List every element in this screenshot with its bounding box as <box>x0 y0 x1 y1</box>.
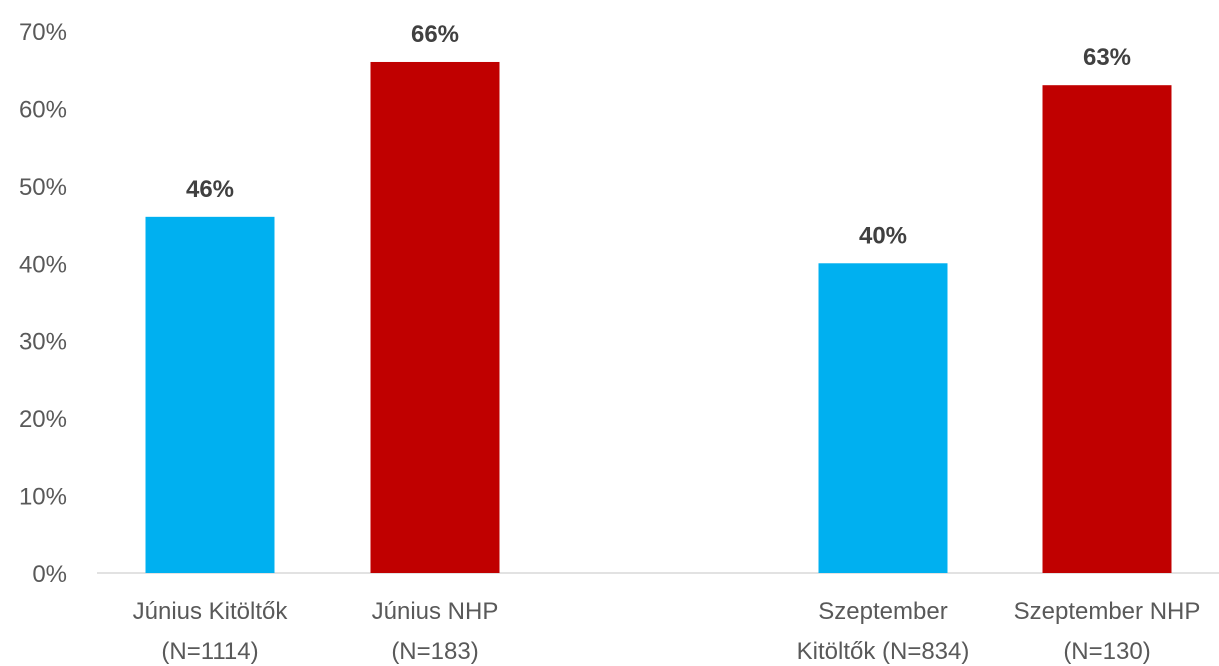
y-tick-label: 20% <box>19 406 67 433</box>
y-axis: 0% 10% 20% 30% 40% 50% 60% 70% <box>19 19 67 588</box>
category-label: Szeptember NHP <box>1014 598 1201 625</box>
category-labels: Június Kitöltők (N=1114) Június NHP (N=183)… <box>133 598 1201 665</box>
y-tick-label: 30% <box>19 329 67 356</box>
data-label: 63% <box>1083 44 1131 71</box>
data-label: 40% <box>859 222 907 249</box>
bar <box>370 61 500 573</box>
category-label: (N=183) <box>391 638 478 665</box>
bar <box>145 216 275 574</box>
y-tick-label: 40% <box>19 251 67 278</box>
bar <box>1042 85 1172 573</box>
y-tick-label: 60% <box>19 96 67 123</box>
bars <box>145 61 1172 574</box>
bar <box>818 263 948 573</box>
category-label: (N=130) <box>1063 638 1150 665</box>
y-tick-label: 70% <box>19 19 67 46</box>
data-label: 46% <box>186 176 234 203</box>
category-label: Június Kitöltők <box>133 598 289 625</box>
category-label: Szeptember <box>818 598 947 625</box>
category-label: Kitöltők (N=834) <box>797 638 970 665</box>
category-label: (N=1114) <box>161 638 258 665</box>
y-tick-label: 0% <box>32 561 67 588</box>
y-tick-label: 10% <box>19 484 67 511</box>
category-label: Június NHP <box>372 598 499 625</box>
data-labels: 46% 66% 40% 63% <box>186 21 1131 249</box>
y-tick-label: 50% <box>19 174 67 201</box>
data-label: 66% <box>411 21 459 48</box>
